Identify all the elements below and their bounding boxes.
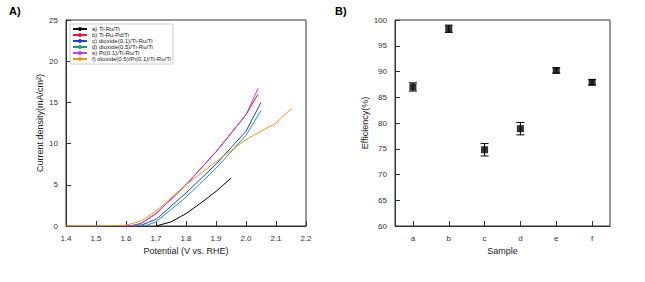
svg-text:a: a (411, 234, 416, 243)
svg-text:a) Ti-Ru/Ti: a) Ti-Ru/Ti (92, 26, 120, 32)
svg-text:85: 85 (378, 93, 387, 102)
svg-text:25: 25 (49, 16, 58, 25)
svg-text:5: 5 (54, 180, 59, 189)
svg-text:80: 80 (378, 119, 387, 128)
svg-text:c) dioxide(0.1)/Ti-Ru/Ti: c) dioxide(0.1)/Ti-Ru/Ti (92, 38, 153, 44)
svg-text:100: 100 (374, 16, 388, 25)
svg-text:20: 20 (49, 57, 58, 66)
svg-text:Potential (V vs. RHE): Potential (V vs. RHE) (143, 246, 228, 256)
svg-text:15: 15 (49, 98, 58, 107)
svg-text:d) dioxide(0.5)/Ti-Ru/Ti: d) dioxide(0.5)/Ti-Ru/Ti (92, 44, 153, 50)
svg-text:Current density(mA/cm²): Current density(mA/cm²) (35, 74, 45, 172)
svg-text:2.1: 2.1 (270, 234, 282, 243)
svg-text:1.6: 1.6 (120, 234, 132, 243)
svg-text:70: 70 (378, 170, 387, 179)
svg-text:1.7: 1.7 (150, 234, 162, 243)
svg-text:1.9: 1.9 (210, 234, 222, 243)
svg-text:e: e (554, 234, 559, 243)
svg-text:90: 90 (378, 67, 387, 76)
svg-text:2.2: 2.2 (300, 234, 312, 243)
svg-text:0: 0 (54, 222, 59, 231)
svg-text:1.5: 1.5 (90, 234, 102, 243)
svg-text:1.8: 1.8 (180, 234, 192, 243)
svg-text:f) dioxide(0.5)/Pt(0.1)/Ti-Ru/: f) dioxide(0.5)/Pt(0.1)/Ti-Ru/Ti (92, 56, 171, 62)
svg-text:c: c (483, 234, 487, 243)
svg-text:60: 60 (378, 222, 387, 231)
svg-text:95: 95 (378, 41, 387, 50)
svg-text:B): B) (335, 5, 347, 17)
svg-text:d: d (518, 234, 522, 243)
svg-text:65: 65 (378, 196, 387, 205)
svg-text:1.4: 1.4 (60, 234, 72, 243)
svg-text:Sample: Sample (487, 246, 518, 256)
svg-text:b) Ti-Ru-Pd/Ti: b) Ti-Ru-Pd/Ti (92, 32, 130, 38)
svg-text:e) Pt(0.1)/Ti-Ru/Ti: e) Pt(0.1)/Ti-Ru/Ti (92, 50, 140, 56)
svg-text:f: f (591, 234, 594, 243)
svg-text:b: b (447, 234, 452, 243)
svg-text:75: 75 (378, 144, 387, 153)
svg-text:Efficiency(%): Efficiency(%) (360, 97, 370, 149)
svg-text:10: 10 (49, 139, 58, 148)
svg-text:2.0: 2.0 (240, 234, 252, 243)
svg-text:A): A) (9, 5, 21, 17)
